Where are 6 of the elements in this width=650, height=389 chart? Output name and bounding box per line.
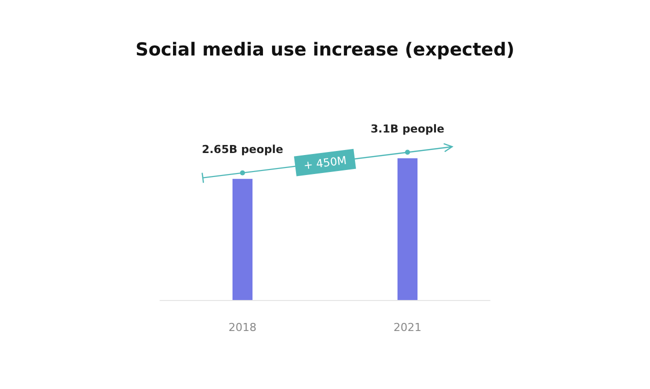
x-tick-label: 2021 [394,321,422,334]
x-tick-label: 2018 [228,321,256,334]
annotation: + 450M [302,154,348,172]
chart-title: Social media use increase (expected) [136,40,514,60]
data-label: 2.65B people [202,142,284,156]
data-label: 3.1B people [370,122,444,136]
